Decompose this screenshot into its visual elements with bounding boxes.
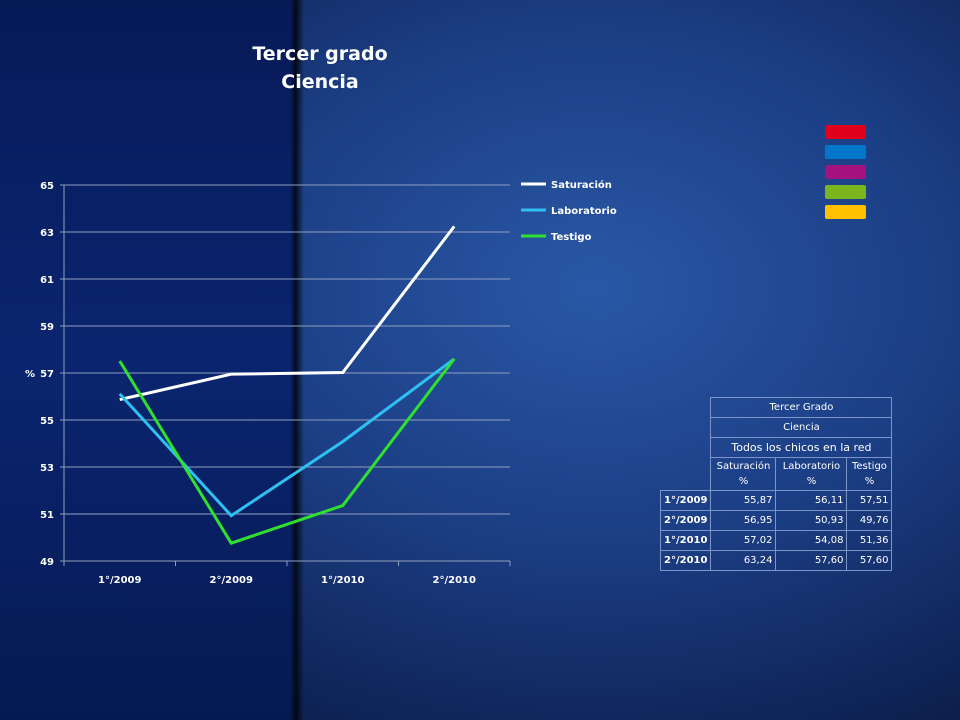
chart-title-line2: Ciencia: [281, 71, 359, 93]
table-col-header: Testigo %: [846, 457, 893, 491]
legend-label: Testigo: [551, 232, 592, 243]
table-cell: 54,08: [775, 530, 848, 551]
table-row: 2°/2010 63,24 57,60 57,60: [659, 550, 893, 571]
color-swatch: [825, 205, 866, 219]
table-cell: 57,60: [846, 550, 893, 571]
table-row: 1°/2010 57,02 54,08 51,36: [659, 530, 893, 551]
x-tick-label: 2°/2009: [210, 575, 253, 586]
table-cell: 49,76: [846, 510, 893, 531]
y-tick-label: 65: [40, 181, 54, 192]
table-row-label: 2°/2010: [659, 550, 712, 571]
table-cell: 56,95: [710, 510, 777, 531]
y-tick-label: 57: [40, 369, 54, 380]
table-cell: 56,11: [775, 490, 848, 511]
y-tick-label: 49: [40, 557, 54, 568]
table-cell: 57,60: [775, 550, 848, 571]
color-swatch: [825, 165, 866, 179]
x-tick-label: 1°/2010: [321, 575, 364, 586]
color-swatch: [825, 185, 866, 199]
table-row: 2°/2009 56,95 50,93 49,76: [659, 510, 893, 531]
table-cell: 63,24: [710, 550, 777, 571]
table-row-label: 2°/2009: [659, 510, 712, 531]
table-row: 1°/2009 55,87 56,11 57,51: [659, 490, 893, 511]
color-swatch: [825, 145, 866, 159]
y-tick-label: 63: [40, 228, 54, 239]
table-cell: 57,02: [710, 530, 777, 551]
table-cell: 51,36: [846, 530, 893, 551]
table-group: Todos los chicos en la red: [710, 437, 893, 458]
y-tick-label: 51: [40, 510, 54, 521]
chart-title-line1: Tercer grado: [252, 43, 388, 65]
y-axis-label: %: [25, 369, 35, 380]
panel-divider: [290, 0, 304, 720]
table-title: Tercer Grado: [710, 397, 893, 418]
color-swatch: [825, 125, 866, 139]
y-tick-label: 53: [40, 463, 54, 474]
legend-label: Laboratorio: [551, 206, 617, 217]
table-cell: 57,51: [846, 490, 893, 511]
color-swatches: [825, 125, 866, 225]
y-tick-label: 59: [40, 322, 54, 333]
table-cell: 55,87: [710, 490, 777, 511]
y-tick-label: 61: [40, 275, 54, 286]
x-tick-label: 1°/2009: [98, 575, 141, 586]
left-dark-panel: [0, 0, 296, 720]
table-row-label: 1°/2010: [659, 530, 712, 551]
table-row-label: 1°/2009: [659, 490, 712, 511]
table-col-header: Saturación %: [710, 457, 777, 491]
table-col-header: Laboratorio %: [775, 457, 848, 491]
series-line-laboratorio: [118, 357, 456, 518]
table-subject: Ciencia: [710, 417, 893, 438]
series-line-saturación: [119, 225, 456, 402]
y-tick-label: 55: [40, 416, 54, 427]
legend-label: Saturación: [551, 179, 612, 191]
data-table: Tercer Grado Ciencia Todos los chicos en…: [659, 397, 893, 571]
chart-title: Tercer grado Ciencia: [200, 40, 440, 96]
x-tick-label: 2°/2010: [433, 575, 476, 586]
table-cell: 50,93: [775, 510, 848, 531]
series-line-testigo: [118, 357, 456, 545]
